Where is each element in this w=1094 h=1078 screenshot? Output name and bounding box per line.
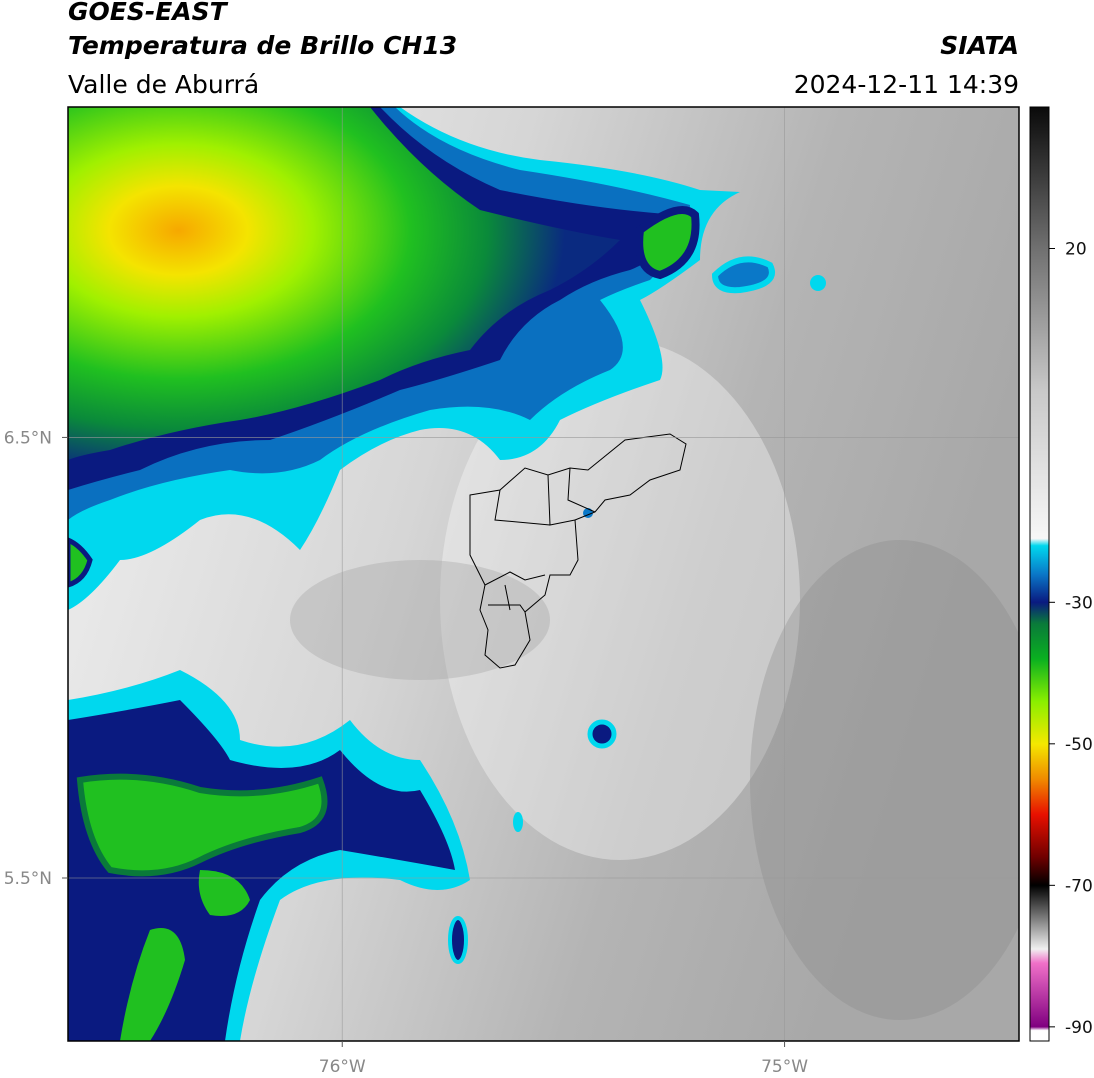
cloud-cell [711, 256, 775, 294]
colorbar-tick-label: 20 [1065, 240, 1087, 260]
cloud-cell [68, 537, 93, 588]
colorbar: 20 -30 -50 -70 -90 [1029, 106, 1093, 1042]
subtitle: Temperatura de Brillo CH13 [68, 31, 457, 60]
cloud-cell [587, 719, 617, 749]
region: Valle de Aburrá [68, 70, 259, 99]
x-tick-label: 75°W [761, 1057, 808, 1077]
cloud-cell [513, 812, 523, 832]
y-tick-label: 5.5°N [4, 869, 52, 889]
cloud-core [120, 928, 185, 1041]
cloud-cell [810, 275, 826, 291]
colorbar-tick-label: -90 [1065, 1018, 1093, 1038]
cloud-cell [448, 916, 468, 964]
source: SIATA [940, 31, 1019, 60]
title: GOES-EAST [68, 0, 229, 26]
cloud-core [198, 870, 250, 916]
colorbar-tick-label: -50 [1065, 735, 1093, 755]
cloud-core [76, 773, 328, 877]
cloud-core [68, 107, 620, 460]
colorbar-scale [1029, 106, 1050, 1042]
cloud-texture [290, 560, 550, 680]
cloud-texture [750, 540, 1019, 1020]
colorbar-tick-label: -30 [1065, 593, 1093, 613]
x-tick-label: 76°W [319, 1057, 366, 1077]
graticule [68, 107, 1019, 1041]
municipal-boundaries [469, 433, 687, 669]
cloud-cell [635, 206, 700, 280]
map-frame [67, 106, 1020, 1042]
colorbar-tick-label: -70 [1065, 876, 1093, 896]
satellite-image [68, 107, 1019, 1041]
timestamp: 2024-12-11 14:39 [794, 70, 1019, 99]
y-tick-label: 6.5°N [4, 428, 52, 448]
